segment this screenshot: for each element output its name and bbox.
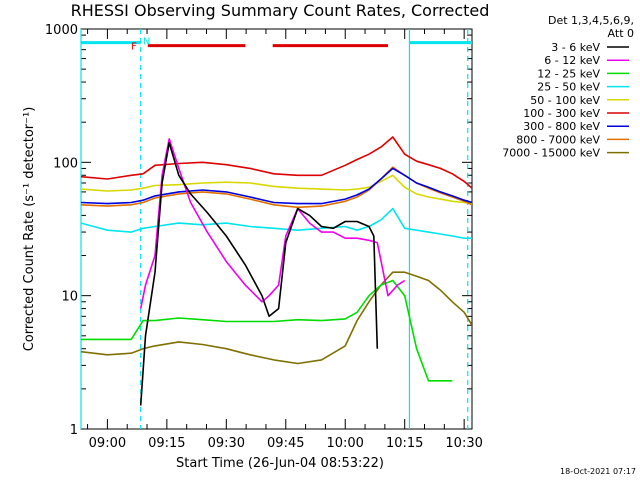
x-tick-label: 09:00 (89, 436, 126, 451)
x-axis-label: Start Time (26-Jun-04 08:53:22) (176, 456, 384, 471)
legend-label: 6 - 12 keV (544, 54, 600, 67)
series-line-300-800-kev (81, 167, 472, 205)
footer-date: 18-Oct-2021 07:17 (560, 467, 636, 476)
x-tick-label: 10:15 (386, 436, 423, 451)
plot-area: 1 10 100 1000 09:00 09:15 09:30 09:45 10:00 10:15… (45, 23, 483, 451)
legend-label: 100 - 300 keV (523, 107, 600, 120)
series-line-100-300-kev (81, 136, 472, 189)
x-tick-label: 10:00 (326, 436, 363, 451)
series-line-7000-15000-kev (81, 271, 472, 365)
series-line-3-6-kev (139, 142, 379, 406)
legend-label: 800 - 7000 keV (516, 133, 600, 146)
legend-label: 50 - 100 keV (530, 94, 600, 107)
legend-label: 7000 - 15000 keV (502, 147, 600, 160)
night-flag-label: N (143, 37, 150, 48)
detector-info-line-2: Att 0 (608, 27, 634, 40)
series-line-800-7000-kev (81, 166, 472, 209)
x-tick-label: 09:45 (267, 436, 304, 451)
x-tick-label: 09:15 (148, 436, 185, 451)
legend-label: 300 - 800 keV (523, 120, 600, 133)
y-tick-label: 10 (61, 290, 78, 305)
y-tick-label: 100 (53, 156, 78, 171)
legend-label: 12 - 25 keV (537, 67, 600, 80)
y-tick-label: 1000 (45, 23, 78, 38)
y-axis-label: Corrected Count Rate (s⁻¹ detector⁻¹) (22, 107, 37, 352)
chart-title: RHESSI Observing Summary Count Rates, Co… (71, 1, 490, 20)
series-line-50-100-kev (81, 174, 472, 205)
y-tick-label: 1 (70, 423, 78, 438)
detector-info-line-1: Det 1,3,4,5,6,9, (548, 14, 634, 27)
series-line-12-25-kev (81, 279, 453, 382)
x-tick-label: 09:30 (208, 436, 245, 451)
x-tick-label: 10:30 (445, 436, 482, 451)
legend-label: 3 - 6 keV (551, 41, 600, 54)
series-line-6-12-kev (139, 138, 406, 309)
flare-flag-label: F (131, 42, 137, 53)
legend-label: 25 - 50 keV (537, 81, 600, 94)
